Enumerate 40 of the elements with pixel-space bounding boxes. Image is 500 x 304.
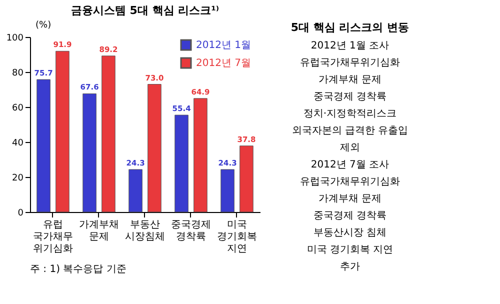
text: 가계부채 문제 [318, 194, 382, 204]
bar [220, 169, 234, 212]
text: 2012년 1월 조사 [310, 40, 390, 52]
y-tick-label: 0 [18, 208, 24, 218]
bar [174, 114, 188, 212]
text: 정치·지정학적리스크 [303, 108, 397, 120]
text: 외국자본의 급격한 유출입 [292, 126, 408, 136]
bar [56, 50, 70, 212]
bar [148, 84, 162, 212]
y-tick-label: 100 [6, 34, 24, 44]
x-tick-label: 부동산 시장침체 [125, 220, 165, 242]
text: 중국경제 경착륙 [313, 210, 387, 222]
legend-label: 2012년 1월 [196, 40, 251, 51]
text: 5대 핵심 리스크의 변동 [290, 21, 410, 34]
y-tick-label: 40 [12, 138, 24, 148]
y-axis-title: (%) [36, 20, 52, 30]
x-tick-label: 유럽 국가채무 위기심화 [33, 220, 73, 254]
x-tick-label: 미국 경기회복 지연 [217, 220, 257, 254]
y-tick-label: 60 [12, 104, 24, 114]
x-tick-label: 가계부채 문제 [79, 220, 119, 242]
text: 주 : 1) 복수응답 기준 [30, 264, 126, 275]
text: 제외 [340, 142, 360, 154]
text: 2012년 7월 조사 [310, 160, 390, 170]
y-tick-label: 80 [12, 68, 24, 78]
bar [194, 98, 208, 212]
legend-label: 2012년 7월 [196, 58, 251, 69]
bar [102, 56, 116, 212]
text: 유럽국가채무위기심화 [300, 176, 400, 188]
text: 유럽국가채무위기심화 [300, 58, 400, 68]
bar [128, 169, 142, 212]
bar [240, 146, 254, 212]
chart-title: 금융시스템 5대 핵심 리스크¹⁾ [70, 4, 220, 17]
text: 추가 [340, 262, 360, 272]
y-tick-label: 20 [12, 174, 24, 184]
bar [36, 79, 50, 212]
bar [82, 93, 96, 212]
x-tick-label: 중국경제 경착륙 [171, 220, 211, 242]
text: 부동산시장 침체 [313, 228, 387, 238]
text: 중국경제 경착륙 [313, 92, 387, 102]
text: 가계부채 문제 [318, 74, 382, 86]
